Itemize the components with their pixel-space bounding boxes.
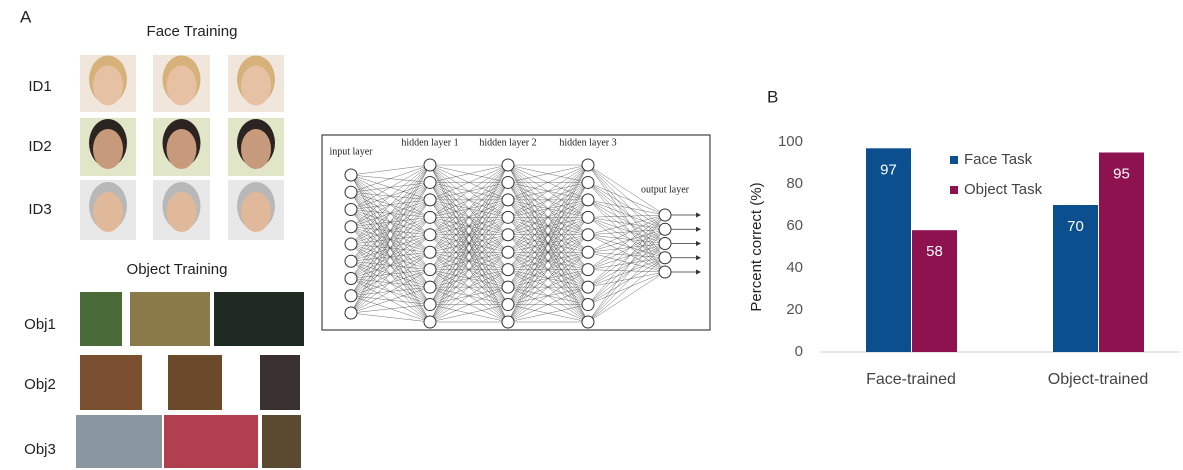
legend-label: Face Task [964,151,1033,168]
panel-label: A [20,7,32,26]
object-image [164,415,258,468]
bar [866,148,911,352]
network-box [322,135,710,330]
face [167,66,197,106]
node [424,316,436,328]
node [424,194,436,206]
node [345,290,357,302]
face [241,66,271,106]
node [345,238,357,250]
node [424,176,436,188]
y-axis-label: Percent correct (%) [748,182,765,311]
face [93,66,123,106]
node [345,307,357,319]
node [582,176,594,188]
face [167,129,197,169]
node [502,159,514,171]
row-label: Obj1 [24,316,56,333]
node [424,264,436,276]
node [582,316,594,328]
face [93,129,123,169]
y-tick-label: 60 [786,217,803,234]
node [424,229,436,241]
node [582,229,594,241]
node [582,159,594,171]
face [241,129,271,169]
node [582,246,594,258]
network-label: hidden layer 3 [559,137,616,148]
row-label: ID1 [28,78,51,95]
node [502,246,514,258]
row-label: ID3 [28,201,51,218]
y-tick-label: 80 [786,175,803,192]
network-label: hidden layer 1 [401,137,458,148]
figure: A Face Training ID1 ID2 ID3 Object Train… [0,0,1183,470]
node [502,211,514,223]
node [502,264,514,276]
node [424,299,436,311]
node [424,159,436,171]
node [659,223,671,235]
row-label: Obj2 [24,376,56,393]
object-image [262,415,301,468]
object-image [130,292,210,346]
network-label: hidden layer 2 [479,137,536,148]
face [167,192,197,232]
node [659,252,671,264]
object-image [214,292,304,346]
node [502,281,514,293]
node [345,186,357,198]
object-title: Object Training [127,261,228,278]
data-label: 70 [1067,218,1084,235]
panel-label: B [767,87,778,106]
node [659,266,671,278]
data-label: 97 [880,161,897,178]
object-image [76,415,162,468]
node [345,273,357,285]
network-label: input layer [329,146,373,157]
node [424,246,436,258]
node [502,299,514,311]
data-label: 95 [1113,165,1130,182]
y-tick-label: 40 [786,259,803,276]
node [424,211,436,223]
node [502,316,514,328]
node [659,238,671,250]
node [345,169,357,181]
node [582,211,594,223]
x-tick-label: Object-trained [1048,371,1149,388]
legend-swatch [950,186,958,194]
object-image [80,292,122,346]
bar-chart: B Percent correct (%) 0 20 40 60 80 100 Face-tra… [748,87,1180,388]
object-image [260,355,300,410]
object-image [168,355,222,410]
node [345,221,357,233]
node [345,204,357,216]
node [659,209,671,221]
x-tick-label: Face-trained [866,371,956,388]
node [502,194,514,206]
node [345,255,357,267]
node [502,176,514,188]
node [582,281,594,293]
object-image [80,355,142,410]
node [502,229,514,241]
node [582,194,594,206]
legend-label: Object Task [964,181,1043,198]
node [582,299,594,311]
y-tick-label: 100 [778,133,803,150]
node [582,264,594,276]
row-label: ID2 [28,138,51,155]
legend-swatch [950,156,958,164]
y-tick-label: 20 [786,301,803,318]
node [424,281,436,293]
network-label: output layer [641,184,690,195]
y-tick-label: 0 [795,343,803,360]
data-label: 58 [926,243,943,260]
face [241,192,271,232]
row-label: Obj3 [24,441,56,458]
face-title: Face Training [147,23,238,40]
face [93,192,123,232]
